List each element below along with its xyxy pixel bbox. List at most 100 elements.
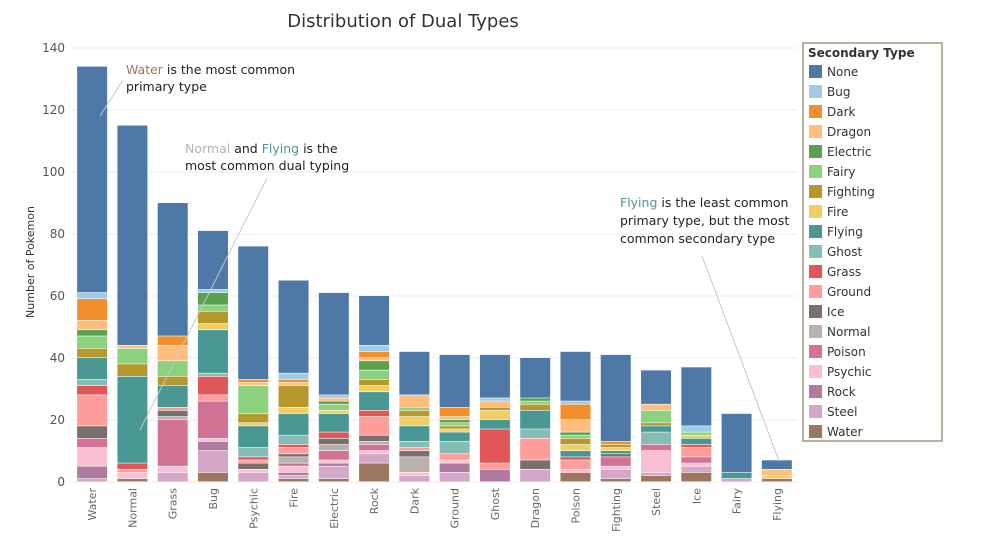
bar-segment (641, 475, 672, 482)
legend-entry: Psychic (827, 365, 872, 379)
bar-segment (238, 423, 269, 426)
bar-segment (399, 451, 430, 457)
legend-swatch (809, 325, 822, 338)
legend-frame (802, 42, 943, 442)
bar-segment (238, 385, 269, 414)
bar-segment (641, 404, 672, 411)
bar-segment (318, 438, 349, 445)
bar-steel (641, 370, 672, 482)
legend-entry: Water (827, 425, 863, 439)
legend-entry: Fairy (827, 165, 856, 179)
legend-entry: Steel (827, 405, 857, 419)
bar-segment (197, 292, 228, 305)
bar-fairy (721, 413, 752, 482)
bar-segment (278, 457, 309, 463)
annotation-pointer (99, 79, 124, 117)
bar-segment (479, 401, 510, 407)
bar-segment (359, 361, 390, 370)
bar-segment (77, 466, 108, 479)
legend-swatch (809, 305, 822, 318)
bar-segment (278, 435, 309, 445)
bar-segment (560, 401, 591, 404)
bar-segment (318, 463, 349, 466)
bar-dragon (520, 358, 551, 482)
bar-segment (278, 466, 309, 473)
bar-segment (318, 451, 349, 460)
bar-segment (157, 385, 188, 407)
bar-segment (278, 379, 309, 383)
bar-segment (560, 460, 591, 469)
bars (77, 66, 792, 482)
bar-segment (399, 441, 430, 448)
bar-flying (761, 460, 792, 482)
bar-segment (359, 345, 390, 352)
bar-segment (197, 451, 228, 473)
bar-segment (439, 454, 470, 460)
legend-entry: Dark (827, 105, 856, 119)
bar-segment (318, 395, 349, 398)
annotation-text: Flying is the least common (620, 195, 788, 210)
x-tick-label: Ice (690, 488, 703, 504)
annotation: Flying is the least common primary type, … (620, 195, 789, 462)
x-tick-label: Normal (126, 488, 139, 528)
bar-water (77, 66, 108, 482)
y-tick-label: 40 (50, 351, 65, 365)
bar-segment (318, 292, 349, 395)
legend-swatch (809, 65, 822, 78)
bar-segment (721, 472, 752, 479)
bar-segment (278, 447, 309, 454)
bar-segment (278, 407, 309, 414)
bar-segment (238, 246, 269, 380)
bar-segment (681, 444, 712, 448)
x-tick-label: Ghost (489, 487, 502, 520)
bar-segment (439, 472, 470, 482)
bar-segment (399, 416, 430, 426)
bar-ground (439, 354, 470, 482)
bar-segment (117, 345, 148, 349)
legend-swatch (809, 425, 822, 438)
bar-segment (641, 432, 672, 445)
legend-entry: Fire (827, 205, 848, 219)
bar-segment (157, 376, 188, 386)
annotation-pointer (701, 255, 780, 462)
legend-swatch (809, 405, 822, 418)
legend-swatch (809, 145, 822, 158)
bar-segment (479, 410, 510, 420)
legend-entry: Grass (827, 265, 861, 279)
bar-segment (600, 444, 631, 448)
y-axis: 0 20 40 60 80 100 120 140 (42, 41, 65, 489)
bar-segment (117, 463, 148, 469)
x-tick-label: Ground (449, 488, 462, 528)
bar-dark (399, 351, 430, 482)
x-tick-label: Fire (288, 488, 301, 508)
bar-segment (117, 478, 148, 482)
bar-segment (278, 385, 309, 407)
bar-fighting (600, 354, 631, 482)
x-tick-label: Grass (167, 488, 180, 520)
bar-segment (399, 395, 430, 407)
bar-segment (238, 463, 269, 469)
bar-segment (117, 364, 148, 376)
bar-segment (520, 438, 551, 460)
bar-segment (238, 379, 269, 383)
bar-segment (77, 66, 108, 293)
bar-segment (197, 472, 228, 482)
bar-segment (439, 460, 470, 463)
bar-segment (560, 472, 591, 482)
bar-segment (721, 413, 752, 473)
bar-segment (117, 469, 148, 473)
bar-segment (761, 460, 792, 469)
bar-segment (77, 336, 108, 349)
x-tick-label: Fighting (610, 488, 623, 532)
legend-swatch (809, 285, 822, 298)
bar-segment (318, 401, 349, 404)
bar-segment (560, 469, 591, 473)
bar-segment (359, 358, 390, 361)
bar-segment (238, 413, 269, 423)
bar-segment (77, 320, 108, 330)
bar-segment (157, 416, 188, 420)
legend-swatch (809, 185, 822, 198)
x-tick-label: Dark (408, 487, 421, 514)
bar-segment (77, 330, 108, 336)
